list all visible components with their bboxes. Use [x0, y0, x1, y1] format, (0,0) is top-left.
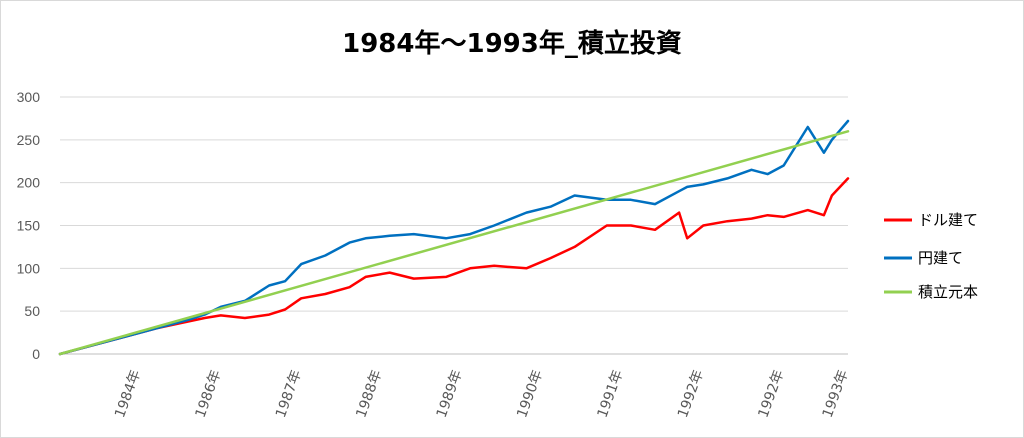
y-tick-label: 150 [17, 218, 41, 234]
x-tick-label: 1992年 [755, 368, 787, 420]
gridlines [60, 96, 848, 355]
x-tick-label: 1991年 [595, 368, 627, 420]
y-tick-label: 250 [17, 132, 41, 148]
y-tick-label: 200 [17, 175, 41, 191]
x-tick-label: 1988年 [353, 368, 385, 420]
legend-label: 円建て [918, 249, 963, 267]
series-line-1 [58, 119, 850, 356]
y-tick-label: 300 [17, 89, 41, 105]
x-tick-label: 1989年 [434, 368, 466, 420]
series-lines [58, 119, 850, 356]
legend-label: ドル建て [918, 211, 978, 229]
x-tick-label: 1990年 [514, 368, 546, 420]
y-tick-label: 100 [17, 260, 41, 276]
x-tick-label: 1993年 [820, 368, 852, 420]
series-line-0 [58, 177, 850, 356]
x-tick-label: 1992年 [675, 368, 707, 420]
x-tick-label: 1986年 [193, 368, 225, 420]
x-tick-label: 1987年 [273, 368, 305, 420]
x-tick-label: 1984年 [112, 368, 144, 420]
series-line-2 [58, 130, 850, 356]
chart-title: 1984年～1993年_積立投資 [342, 28, 682, 59]
y-tick-label: 50 [24, 303, 40, 319]
legend-label: 積立元本 [918, 283, 978, 301]
y-tick-label: 0 [32, 346, 40, 362]
x-axis-ticks: 1984年 1986年 1987年 1988年 1989年 1990年 1991年 1992年… [112, 368, 852, 420]
y-axis-ticks: 0 50 100 150 200 250 300 [17, 89, 41, 362]
